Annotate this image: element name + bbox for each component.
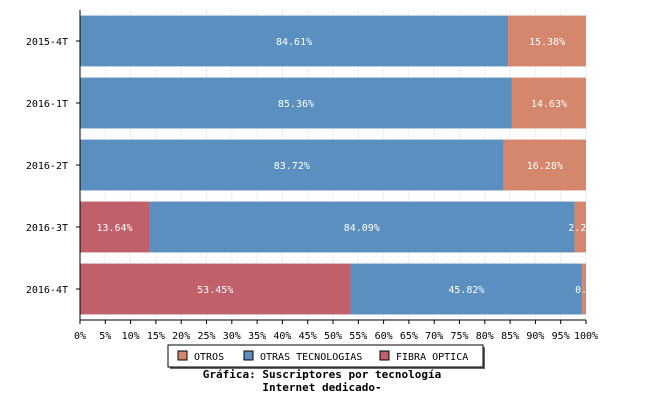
category-label: 2015-4T <box>26 37 68 48</box>
category-label: 2016-1T <box>26 99 68 110</box>
data-label: 84.09% <box>344 223 380 234</box>
x-tick-label: 50% <box>324 331 342 342</box>
category-label: 2016-2T <box>26 161 68 172</box>
legend-swatch <box>243 350 254 361</box>
bar-segment <box>80 263 351 315</box>
legend-label: OTRAS TECNOLOGIAS <box>260 352 362 363</box>
x-tick-label: 95% <box>552 331 570 342</box>
data-label: 53.45% <box>197 285 233 296</box>
legend-label: FIBRA OPTICA <box>396 352 468 363</box>
x-tick-label: 55% <box>349 331 367 342</box>
bar-segment <box>503 139 586 191</box>
category-label: 2016-3T <box>26 223 68 234</box>
x-tick-label: 45% <box>299 331 317 342</box>
chart-title: Gráfica: Suscriptores por tecnología <box>203 368 441 381</box>
x-tick-label: 40% <box>273 331 291 342</box>
x-tick-labels: 0% 5% 10% 15% 20% 25% 30% 35% 40% 45% 50% 55% 60% 65%… <box>74 331 598 342</box>
x-tick-label: 20% <box>172 331 190 342</box>
x-tick-label: 65% <box>400 331 418 342</box>
x-tick-label: 85% <box>501 331 519 342</box>
bar-segment <box>574 201 586 253</box>
x-tick-label: 35% <box>248 331 266 342</box>
legend-label: OTROS <box>194 352 224 363</box>
x-tick-label: 10% <box>122 331 140 342</box>
x-tick-label: 90% <box>526 331 544 342</box>
bar-segment <box>80 201 150 253</box>
data-label: 16.28% <box>527 161 563 172</box>
bar-segment <box>80 139 504 191</box>
legend-swatch <box>379 350 390 361</box>
data-label: 83.72% <box>274 161 310 172</box>
category-label: 2016-4T <box>26 285 68 296</box>
bar-segment <box>582 263 586 315</box>
bar-segment <box>511 77 586 129</box>
data-label: 13.64% <box>96 223 132 234</box>
x-tick-label: 100% <box>574 331 598 342</box>
x-tick-label: 25% <box>197 331 215 342</box>
x-tick-label: 15% <box>147 331 165 342</box>
bar-layer: 84.61% 15.38% 85.36% 14.63% 83.72% 16.28% 13.6… <box>80 15 593 315</box>
x-tick-label: 80% <box>476 331 494 342</box>
legend-swatch <box>177 350 188 361</box>
bar-segment <box>350 263 583 315</box>
x-tick-label: 30% <box>223 331 241 342</box>
x-tick-label: 70% <box>425 331 443 342</box>
data-label: 0.7 <box>575 285 593 296</box>
axes <box>76 10 587 324</box>
category-labels: 2015-4T 2016-1T 2016-2T 2016-3T 2016-4T <box>26 37 68 296</box>
x-tick-label: 75% <box>450 331 468 342</box>
data-label: 45.82% <box>448 285 484 296</box>
bar-segment <box>149 201 575 253</box>
bar-segment <box>80 77 512 129</box>
data-label: 84.61% <box>276 37 312 48</box>
x-tick-label: 60% <box>375 331 393 342</box>
data-label: 14.63% <box>531 99 567 110</box>
data-label: 2.27 <box>568 223 592 234</box>
x-tick-label: 0% <box>74 331 86 342</box>
data-label: 85.36% <box>278 99 314 110</box>
chart-subtitle: Internet dedicado- <box>262 381 381 394</box>
data-label: 15.38% <box>529 37 565 48</box>
x-tick-label: 5% <box>99 331 111 342</box>
bar-segment <box>80 15 509 67</box>
legend: OTROS OTRAS TECNOLOGIAS FIBRA OPTICA <box>167 344 485 369</box>
bar-segment <box>508 15 586 67</box>
